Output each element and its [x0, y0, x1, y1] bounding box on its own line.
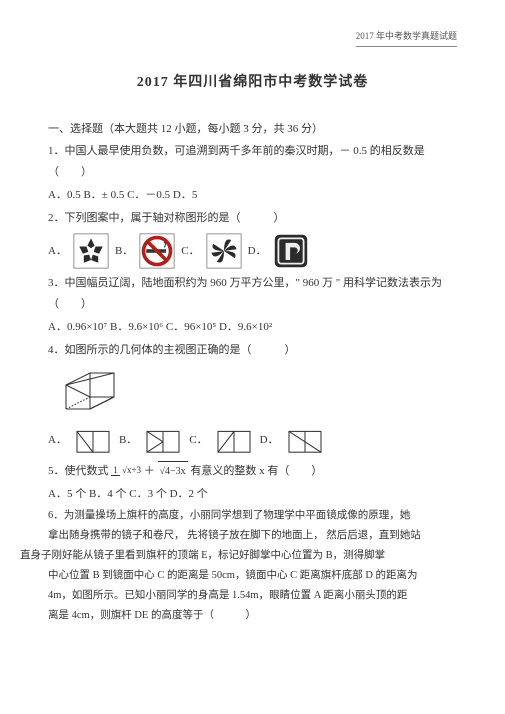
- front-view-b-icon: [143, 425, 183, 457]
- exam-title: 2017 年四川省绵阳市中考数学试卷: [48, 70, 457, 97]
- q4-label-c: C．: [189, 430, 207, 451]
- question-6-line1: 6．为测量操场上旗杆的高度，小丽同学想到了物理学中平面镜成像的原理，她: [48, 506, 457, 526]
- q4-label-b: B．: [119, 430, 137, 451]
- exam-page: 2017 年中考数学真题试题 2017 年四川省绵阳市中考数学试卷 一、选择题（…: [0, 0, 505, 714]
- question-6-line4: 中心位置 B 到镜面中心 C 的距离是 50cm，镜面中心 C 距离旗杆底部 D…: [48, 566, 457, 586]
- section-1-heading: 一、选择题（本大题共 12 小题，每小题 3 分，共 36 分）: [48, 119, 457, 140]
- q5-fraction: 1 √x+3: [111, 466, 141, 476]
- question-2-text: 2．下列图案中，属于轴对称图形的是（ ）: [48, 208, 457, 229]
- question-2-options-row: A． B．: [48, 233, 457, 269]
- q2-label-b: B．: [115, 241, 133, 262]
- q2-label-c: C．: [181, 241, 199, 262]
- question-1-options: A．0.5 B．± 0.5 C．－0.5 D．5: [48, 185, 457, 206]
- q5-suffix: 有意义的整数 x 有（ ）: [190, 465, 322, 477]
- q5-frac-num: 1: [111, 465, 120, 476]
- question-6-line3: 直身子刚好能从镜子里看到旗杆的顶端 E，标记好脚掌中心位置为 B，测得脚掌: [20, 546, 457, 566]
- q5-plus: ＋: [144, 465, 155, 477]
- front-view-a-icon: [73, 425, 113, 457]
- pinwheel-icon: [206, 233, 242, 269]
- question-5-text: 5．使代数式 1 √x+3 ＋ √4−3x 有意义的整数 x 有（ ）: [48, 461, 457, 482]
- question-4-solid-figure: [58, 365, 457, 421]
- q5-prefix: 5．使代数式: [48, 465, 111, 477]
- front-view-d-icon: [285, 425, 325, 457]
- q4-label-a: A．: [48, 430, 67, 451]
- question-5-options: A．5 个 B．4 个 C．3 个 D．2 个: [48, 484, 457, 505]
- question-3-text: 3．中国幅员辽阔，陆地面积约为 960 万平方公里，" 960 万 " 用科学记…: [48, 273, 457, 315]
- question-6-line5: 4m，如图所示。已知小丽同学的身高是 1.54m，眼睛位置 A 距离小丽头顶的距: [48, 586, 457, 606]
- flower-pentagon-icon: [73, 233, 109, 269]
- question-4-text: 4．如图所示的几何体的主视图正确的是（ ）: [48, 340, 457, 361]
- q5-frac-den: √x+3: [122, 465, 141, 475]
- parking-sign-icon: [273, 233, 309, 269]
- front-view-c-icon: [214, 425, 254, 457]
- question-3-options: A．0.96×10⁷ B．9.6×10⁶ C．96×10⁵ D．9.6×10²: [48, 317, 457, 338]
- q2-label-a: A．: [48, 241, 67, 262]
- q4-label-d: D．: [260, 430, 279, 451]
- question-4-options-row: A． B． C．: [48, 425, 457, 457]
- question-6-line6: 离是 4cm，则旗杆 DE 的高度等于（ ）: [48, 606, 457, 626]
- q5-sqrt: √4−3x: [158, 461, 188, 481]
- no-smoking-icon: [139, 233, 175, 269]
- question-1-text: 1．中国人最早使用负数，可追溯到两千多年前的秦汉时期，－ 0.5 的相反数是（ …: [48, 141, 457, 183]
- page-header-right: 2017 年中考数学真题试题: [356, 28, 457, 47]
- q2-label-d: D．: [248, 241, 267, 262]
- question-6-line2: 拿出随身携带的镜子和卷尺， 先将镜子放在脚下的地面上， 然后后退，直到她站: [48, 526, 457, 546]
